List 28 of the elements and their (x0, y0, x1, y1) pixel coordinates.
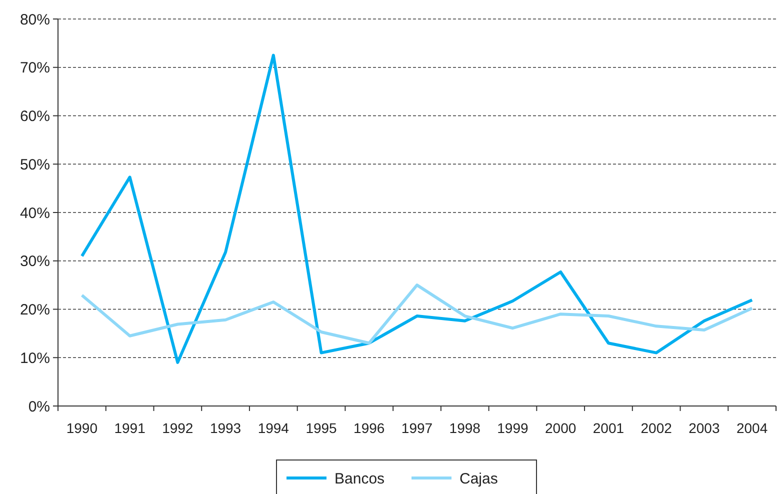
x-tick-label: 1995 (306, 420, 338, 436)
x-tick-label: 2003 (688, 420, 720, 436)
legend-label: Cajas (460, 470, 498, 488)
y-tick-label: 60% (20, 108, 50, 125)
y-tick-label: 70% (20, 60, 50, 77)
x-tick-label: 2004 (736, 420, 768, 436)
x-tick-label: 1992 (162, 420, 194, 436)
x-tick-label: 1999 (497, 420, 529, 436)
x-tick-label: 1991 (114, 420, 146, 436)
x-tick-label: 2001 (592, 420, 624, 436)
y-tick-label: 80% (20, 11, 50, 28)
y-tick-label: 10% (20, 350, 50, 367)
x-tick-label: 2002 (640, 420, 672, 436)
x-tick-label: 1996 (354, 420, 385, 436)
y-tick-label: 50% (20, 156, 50, 174)
legend-label: Bancos (334, 470, 385, 488)
x-tick-label: 1998 (449, 420, 481, 436)
y-tick-label: 0% (28, 398, 50, 416)
x-tick-label: 2000 (545, 420, 576, 436)
x-tick-label: 1994 (258, 420, 290, 436)
x-tick-label: 1990 (66, 420, 98, 436)
line-series (80, 54, 754, 364)
y-tick-label: 20% (20, 302, 50, 318)
x-tick-label: 1997 (401, 420, 433, 436)
x-tick-label: 1993 (210, 420, 242, 436)
line-series (80, 284, 754, 345)
y-tick-label: 40% (20, 204, 50, 222)
y-tick-label: 30% (20, 253, 50, 270)
